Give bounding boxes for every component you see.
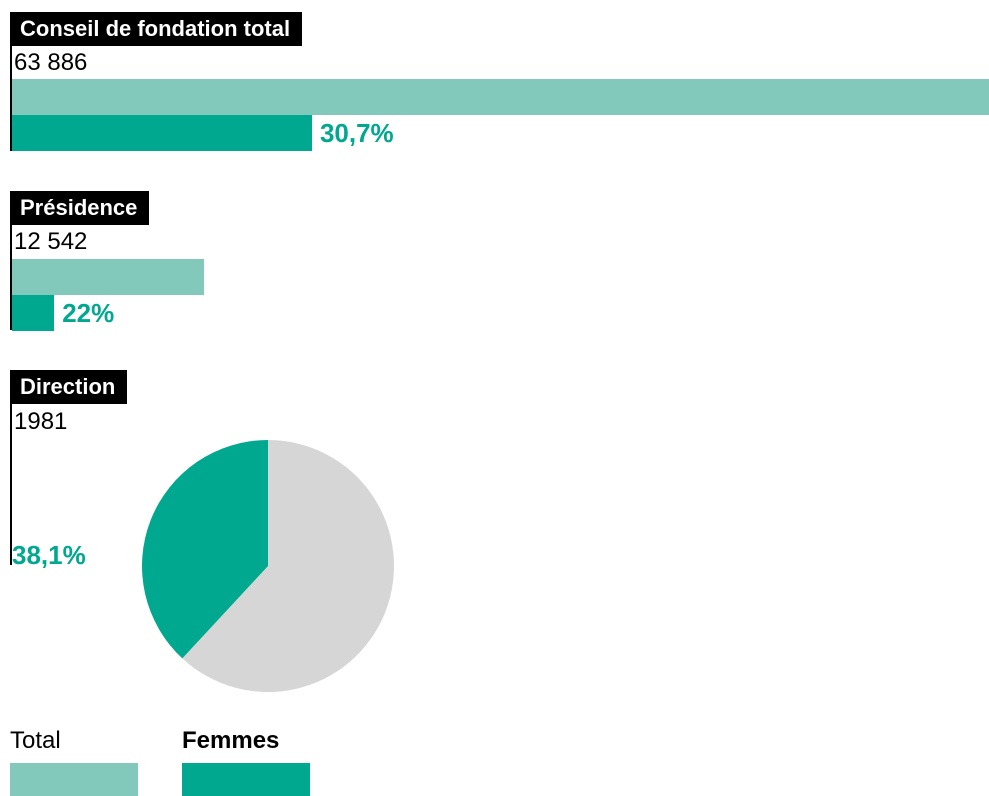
direction-pie-chart [142, 440, 394, 692]
pie-slice-women [142, 440, 268, 659]
total-value-label: 12 542 [14, 228, 88, 255]
legend-total-swatch [10, 763, 138, 796]
women-bar [12, 295, 55, 331]
legend-women-label: Femmes [182, 727, 280, 754]
total-bar [12, 79, 989, 115]
section-presidence: Présidence 12 542 22% [10, 191, 989, 331]
women-bar [12, 115, 312, 151]
total-bar [12, 259, 204, 295]
legend-women-swatch [182, 763, 310, 796]
women-percent-label: 38,1% [12, 540, 86, 570]
axis-line [10, 46, 12, 151]
section-direction: Direction 1981 38,1% [10, 370, 989, 700]
section-title: Direction [10, 370, 128, 404]
axis-line [10, 404, 12, 565]
women-percent-label: 22% [62, 298, 115, 328]
axis-line [10, 225, 12, 330]
total-value-label: 1981 [14, 408, 68, 435]
women-percent-label: 30,7% [319, 118, 394, 148]
section-conseil-de-fondation: Conseil de fondation total 63 886 30,7% [10, 12, 989, 152]
total-value-label: 63 886 [14, 49, 88, 76]
legend-total-label: Total [10, 727, 61, 754]
section-title: Présidence [10, 191, 150, 225]
pie-slice-total [182, 440, 394, 692]
section-title: Conseil de fondation total [10, 12, 303, 46]
